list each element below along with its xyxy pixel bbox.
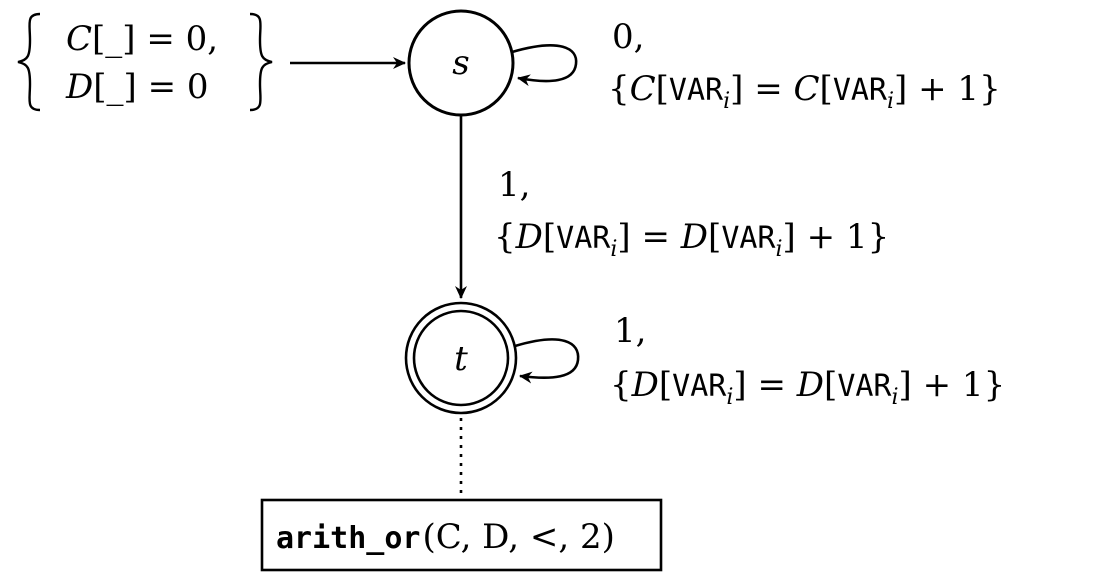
t-self-loop (514, 338, 580, 384)
s-to-t-letter: 1, (498, 165, 530, 205)
init-line-2: D[_] = 0 (65, 67, 209, 107)
s-self-loop (511, 44, 578, 87)
s-to-t-label: 1, {D[VARi] = D[VARi] + 1} (494, 165, 889, 262)
s-loop-update: {C[VARi] = C[VARi] + 1} (608, 69, 1001, 114)
state-s-label: s (452, 43, 469, 83)
init-line-1: C[_] = 0, (66, 19, 218, 59)
right-brace (249, 12, 273, 112)
constraint-box: arith_or(C, D, <, 2) (260, 498, 663, 572)
t-loop-update: {D[VARi] = D[VARi] + 1} (610, 365, 1005, 410)
s-loop-label: 0, {C[VARi] = C[VARi] + 1} (608, 17, 1001, 114)
s-loop-letter: 0, (612, 17, 644, 57)
state-t-label: t (454, 339, 468, 379)
state-t: t (404, 301, 518, 415)
initial-conditions: C[_] = 0, D[_] = 0 (17, 12, 273, 112)
left-brace (17, 12, 41, 112)
t-loop-letter: 1, (614, 311, 646, 351)
constraint-label: arith_or(C, D, <, 2) (276, 517, 615, 557)
state-s: s (407, 9, 515, 117)
t-loop-label: 1, {D[VARi] = D[VARi] + 1} (610, 311, 1005, 410)
s-to-t-update: {D[VARi] = D[VARi] + 1} (494, 217, 889, 262)
